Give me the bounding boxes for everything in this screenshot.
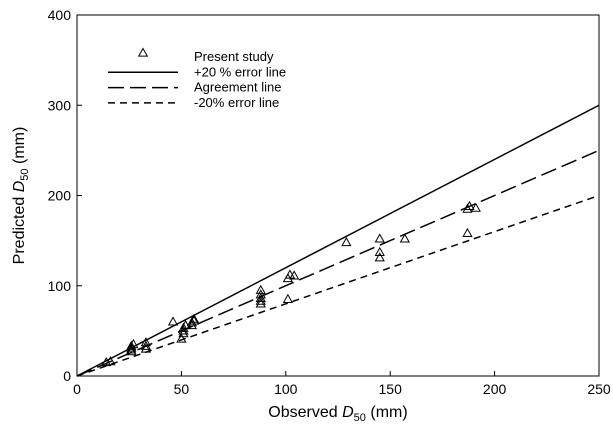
legend-label: Present study <box>194 49 274 64</box>
data-point <box>470 202 481 212</box>
x-axis: 0 50 100 150 200 250 <box>73 371 611 397</box>
y-axis-label: Predicted D50 (mm) <box>11 127 31 265</box>
plot-frame <box>76 14 600 377</box>
data-point <box>176 333 187 343</box>
x-tick-label: 100 <box>274 381 298 397</box>
data-point <box>105 356 116 366</box>
data-point <box>178 328 189 338</box>
legend-label: Agreement line <box>194 80 281 95</box>
data-point <box>255 284 266 294</box>
data-point <box>282 293 294 303</box>
plot-points <box>101 200 481 367</box>
x-tick-label: 0 <box>73 381 81 397</box>
x-axis-label-sub: 50 <box>354 412 366 424</box>
series-line <box>76 194 600 377</box>
data-point <box>186 319 197 330</box>
y-axis-label-post: (mm) <box>11 127 28 169</box>
data-point <box>255 289 266 299</box>
x-tick-label: 200 <box>483 381 507 397</box>
legend-label: -20% error line <box>194 95 279 110</box>
data-point <box>126 340 137 350</box>
data-point <box>140 337 152 347</box>
data-point <box>399 233 410 243</box>
x-tick-label: 150 <box>379 381 403 397</box>
data-point <box>178 325 189 335</box>
data-point <box>188 315 200 325</box>
legend-marker <box>137 47 149 57</box>
data-point <box>255 295 266 305</box>
data-point <box>341 236 352 247</box>
data-point <box>462 227 473 238</box>
y-tick-label: 400 <box>48 7 72 23</box>
x-axis-label-post: (mm) <box>366 404 408 421</box>
data-point <box>289 270 300 280</box>
plot-lines <box>76 104 600 377</box>
data-point <box>188 313 200 323</box>
x-tick-label: 50 <box>174 381 190 397</box>
data-point <box>255 298 266 308</box>
x-axis-label: Observed D50 (mm) <box>268 404 407 424</box>
data-point <box>167 316 179 326</box>
data-point <box>101 356 112 367</box>
series-line <box>76 149 600 377</box>
data-point <box>374 252 385 262</box>
data-point <box>374 233 385 243</box>
legend-item: -20% error line <box>108 95 279 110</box>
legend-item: Present study <box>137 47 274 64</box>
y-axis-label-sub: 50 <box>19 168 31 180</box>
data-point <box>140 343 152 353</box>
y-axis: 0 100 200 300 400 <box>48 7 82 384</box>
y-tick-label: 100 <box>48 278 72 294</box>
y-axis-label-pre: Predicted <box>11 192 28 264</box>
x-tick-label: 250 <box>587 381 611 397</box>
y-tick-label: 0 <box>63 368 71 384</box>
y-tick-label: 300 <box>48 97 72 113</box>
legend-label: +20 % error line <box>194 64 286 79</box>
data-point <box>178 322 189 332</box>
data-point <box>462 203 473 213</box>
x-axis-label-pre: Observed <box>268 404 342 421</box>
series-line <box>76 104 600 377</box>
data-point <box>374 246 385 257</box>
x-axis-label-var: D <box>342 404 354 421</box>
data-point <box>464 200 475 210</box>
legend-item: +20 % error line <box>108 64 286 79</box>
y-axis-label-var: D <box>11 180 28 192</box>
y-tick-label: 200 <box>48 188 72 204</box>
legend-item: Agreement line <box>108 80 281 95</box>
data-point <box>128 338 139 349</box>
